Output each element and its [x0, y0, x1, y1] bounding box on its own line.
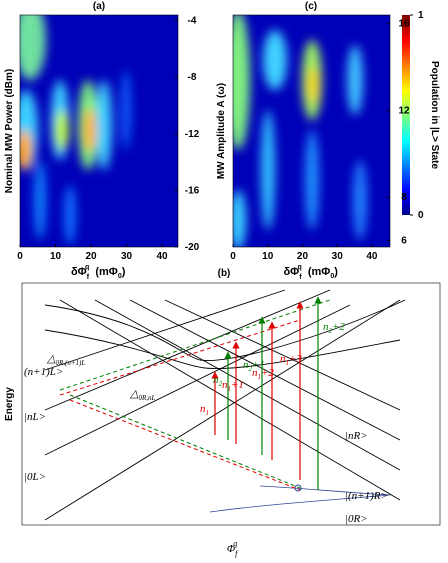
label-part: ): [334, 266, 338, 278]
colorbar-label: Population in |L> State: [429, 61, 440, 170]
level-label: |nL>: [24, 411, 46, 423]
y-tick-label: -12: [185, 129, 200, 140]
colorbar-tick-label: 1: [418, 10, 424, 21]
label-part: 0R,nL: [138, 394, 155, 402]
y-tick-label: -8: [188, 72, 197, 83]
x-tick-label: 30: [121, 251, 133, 262]
label-part: +1: [252, 359, 265, 371]
panel-label: (c): [305, 1, 317, 12]
label-part: 0R,(n+1)L: [55, 359, 85, 367]
y-axis-label: Nominal MW Power (dBm): [4, 69, 15, 193]
label-part: △: [46, 353, 56, 365]
label-part: Φ: [227, 543, 236, 555]
label-part: +2: [332, 321, 345, 333]
label-part: 0: [330, 273, 334, 280]
level-label: |0L>: [24, 471, 46, 483]
y-tick-label: 12: [398, 105, 410, 116]
dashed-levels: [59, 299, 331, 491]
y-tick-label: 8: [401, 192, 407, 203]
x-axis-label: δΦfq (mΦ0): [284, 264, 339, 281]
label-part: (mΦ: [308, 266, 330, 278]
gap-label: △0R,nL: [129, 388, 155, 402]
x-tick-label: 0: [17, 251, 23, 262]
y-axis-label: MW Amplitude A (ω): [216, 83, 227, 179]
label-part: 1: [258, 373, 262, 381]
x-tick-label: 40: [366, 251, 378, 262]
label-part: δΦ: [71, 266, 87, 278]
level-label: |nR>: [345, 430, 368, 442]
y-tick-label: -20: [185, 242, 200, 253]
x-tick-label: 20: [85, 251, 97, 262]
transition-label: n2+2: [323, 321, 345, 335]
gap-label: △0R,(n+1)L: [46, 353, 85, 367]
y-tick-label: 16: [398, 19, 410, 30]
x-label-text: δΦfq (mΦ0): [284, 264, 339, 281]
label-part: 1: [228, 385, 232, 393]
label-part: +2: [261, 367, 274, 379]
y-tick-label: 6: [401, 235, 407, 246]
label-part: +1: [231, 379, 244, 391]
heatmap-c: [233, 15, 390, 247]
diagram-frame: [21, 282, 441, 526]
level-label: |0R>: [345, 513, 368, 525]
label-part: n: [213, 374, 219, 386]
plot-frame: [19, 14, 179, 248]
label-part: n: [222, 379, 228, 391]
label-part: 1: [206, 409, 210, 417]
label-part: 0: [118, 273, 122, 280]
energy-levels: [44, 289, 406, 521]
label-part: 2: [329, 327, 333, 335]
transition-label: n1: [200, 403, 209, 417]
y-tick-label: -16: [185, 185, 200, 196]
diagram-xlabel: Φfq: [227, 539, 239, 558]
plot-frame: [232, 14, 391, 248]
x-label-text: δΦfq (mΦ0): [71, 264, 126, 281]
x-axis-label: δΦfq (mΦ0): [71, 264, 126, 281]
transition-arrows: [211, 296, 322, 490]
level-label: (n+1)L>: [24, 366, 63, 378]
label-part: n: [280, 353, 286, 365]
label-part: 1: [286, 359, 290, 367]
label-part: (mΦ: [95, 266, 117, 278]
label-part: q: [85, 264, 89, 271]
label-part: n: [200, 403, 206, 415]
x-tick-label: 20: [297, 251, 309, 262]
transition-label: n1+1: [222, 379, 244, 393]
label-part: n: [323, 321, 329, 333]
label-part: f: [235, 549, 239, 558]
trace: [209, 485, 391, 513]
panel-label: (a): [93, 1, 105, 12]
transition-label: n1+3: [280, 353, 302, 367]
level-label: |(n+1)R>: [345, 490, 388, 502]
transition-label: n2: [213, 374, 223, 388]
label-part: +3: [289, 353, 302, 365]
label-part: q: [298, 264, 302, 271]
label-part: △: [129, 388, 139, 400]
label-part: n: [243, 359, 249, 371]
y-tick-label: -4: [188, 16, 197, 27]
diagram-ylabel: Energy: [4, 387, 15, 421]
colorbar-tick-label: 0: [418, 210, 424, 221]
label-part: δΦ: [284, 266, 300, 278]
label-part: n: [252, 367, 258, 379]
label-part: 2: [219, 380, 223, 388]
label-part: f: [87, 274, 90, 281]
x-tick-label: 10: [50, 251, 62, 262]
label-part: f: [299, 274, 302, 281]
x-tick-label: 10: [262, 251, 274, 262]
transition-label: n2+1: [243, 359, 265, 373]
x-tick-label: 40: [156, 251, 168, 262]
x-tick-label: 30: [332, 251, 344, 262]
label-part: q: [233, 539, 237, 548]
colorbar: [402, 15, 410, 215]
transition-label: n1+2: [252, 367, 274, 381]
heatmap-a: [20, 15, 178, 247]
label-part: 2: [249, 365, 253, 373]
panel-label: (b): [218, 268, 231, 279]
x-tick-label: 0: [230, 251, 236, 262]
label-part: ): [122, 266, 126, 278]
